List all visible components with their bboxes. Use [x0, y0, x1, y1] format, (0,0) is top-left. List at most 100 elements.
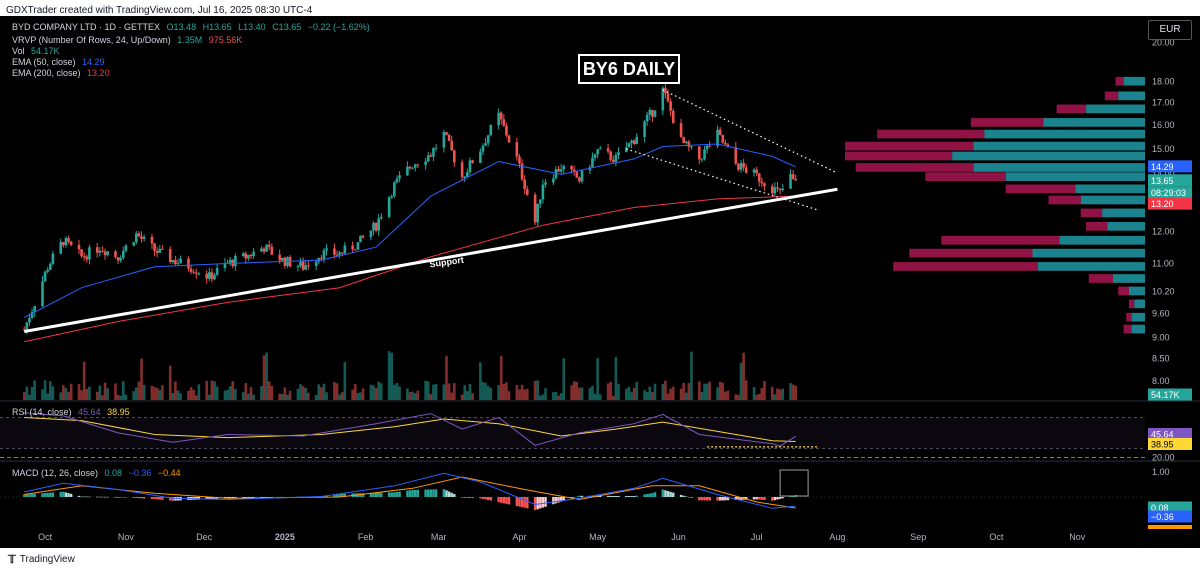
macd-histogram-bar [208, 497, 211, 500]
macd-histogram-bar [682, 495, 685, 497]
volume-profile-up [1131, 324, 1145, 334]
macd-histogram-bar [687, 497, 691, 498]
macd-histogram-bar [124, 497, 128, 498]
macd-histogram-bar [471, 497, 474, 499]
macd-histogram-bar [372, 492, 375, 497]
volume-legend[interactable]: Vol 54.17K [12, 46, 60, 56]
macd-histogram-bar [247, 497, 250, 498]
volume-bar [374, 387, 378, 400]
volume-bar [671, 386, 675, 400]
candle-body [174, 259, 177, 265]
macd-histogram-bar [416, 489, 420, 497]
candle-body [578, 177, 581, 182]
volume-bar [333, 382, 336, 400]
ema200-value: 13.20 [87, 68, 110, 78]
candle-body [536, 203, 540, 223]
rsi-legend[interactable]: RSI (14, close) 45.64 38.95 [12, 407, 130, 417]
macd-histogram-bar [49, 492, 52, 497]
candle-body [393, 182, 396, 197]
candle-body [41, 281, 44, 306]
vrvp-legend[interactable]: VRVP (Number Of Rows, 24, Up/Down) 1.35M… [12, 35, 242, 45]
macd-line [24, 472, 796, 509]
volume-bar [708, 381, 712, 400]
price-tick-label: 20.00 [1152, 38, 1175, 48]
macd-histogram-bar [270, 497, 274, 498]
candle-body [778, 188, 782, 191]
macd-histogram-bar [460, 497, 464, 498]
currency-button[interactable]: EUR [1148, 20, 1192, 40]
macd-histogram-bar [541, 497, 545, 508]
candle-body [343, 245, 347, 254]
countdown-tag-bg [1148, 186, 1192, 199]
volume-bar [778, 389, 782, 400]
ema200-line [24, 195, 796, 343]
candle-body [591, 157, 594, 168]
macd-histogram-bar [262, 497, 266, 498]
symbol-legend[interactable]: BYD COMPANY LTD · 1D · GETTEX O13.48 H13… [12, 22, 370, 32]
candle-body [369, 230, 373, 238]
macd-histogram-bar [432, 489, 435, 497]
volume-bar [25, 386, 29, 400]
candle-body [25, 322, 29, 330]
ema200-legend[interactable]: EMA (200, close) 13.20 [12, 68, 110, 78]
volume-bar [356, 393, 360, 400]
volume-bar [135, 387, 138, 400]
macd-histogram-bar [562, 497, 565, 501]
volume-bar [596, 358, 599, 400]
macd-histogram-bar [523, 497, 526, 508]
macd-histogram-bar [132, 497, 135, 498]
ema50-legend[interactable]: EMA (50, close) 14.29 [12, 57, 105, 67]
candle-body [520, 163, 524, 180]
candle-body [307, 265, 310, 267]
macd-histogram-bar [28, 494, 31, 497]
macd-histogram-bar [466, 497, 469, 498]
macd-histogram-bar [612, 495, 615, 497]
price-tick-label: 18.00 [1152, 77, 1175, 87]
candle-body [544, 182, 547, 185]
macd-histogram-bar [161, 497, 164, 500]
time-tick-label: May [589, 532, 607, 542]
tradingview-footer[interactable]: 𝕋 TradingView [8, 553, 75, 566]
candle-body [484, 143, 487, 146]
ema50-label: EMA (50, close) [12, 57, 76, 67]
last-price-tag-bg [1148, 174, 1192, 187]
macd-histogram-bar [333, 494, 336, 497]
macd-histogram-bar [116, 497, 120, 498]
macd-legend[interactable]: MACD (12, 26, close) 0.08 −0.36 −0.44 [12, 468, 181, 478]
volume-bar [207, 394, 211, 400]
macd-histogram-bar [234, 497, 237, 499]
macd-histogram-bar [114, 496, 117, 498]
macd-histogram-bar [393, 492, 396, 497]
candle-body [661, 87, 665, 111]
macd-histogram-bar [721, 497, 724, 501]
volume-bar [669, 388, 672, 400]
volume-bar [140, 358, 143, 400]
candle-body [617, 152, 620, 155]
volume-bar [453, 383, 456, 400]
volume-bar [22, 392, 26, 400]
volume-bar [343, 362, 347, 400]
macd-histogram-bar [197, 497, 201, 500]
candle-body [197, 273, 201, 275]
volume-bar [684, 392, 688, 400]
candle-body [325, 248, 328, 251]
macd-histogram-bar [726, 497, 730, 501]
volume-bar [406, 388, 409, 400]
volume-bar [265, 352, 268, 400]
candle-body [450, 140, 453, 151]
candle-body [106, 251, 109, 256]
macd-histogram-bar [434, 489, 438, 497]
macd-histogram-bar [664, 490, 667, 497]
volume-bar [661, 384, 665, 400]
candle-body [497, 112, 500, 126]
volume-bar [489, 387, 493, 400]
volume-bar [468, 383, 472, 400]
macd-histogram-bar [635, 495, 638, 497]
volume-bar [744, 380, 748, 400]
macd-histogram-bar [387, 492, 391, 497]
candle-body [580, 170, 584, 182]
resistance-trendline [662, 89, 836, 173]
volume-bar [578, 387, 581, 400]
macd-histogram-bar [609, 495, 612, 497]
